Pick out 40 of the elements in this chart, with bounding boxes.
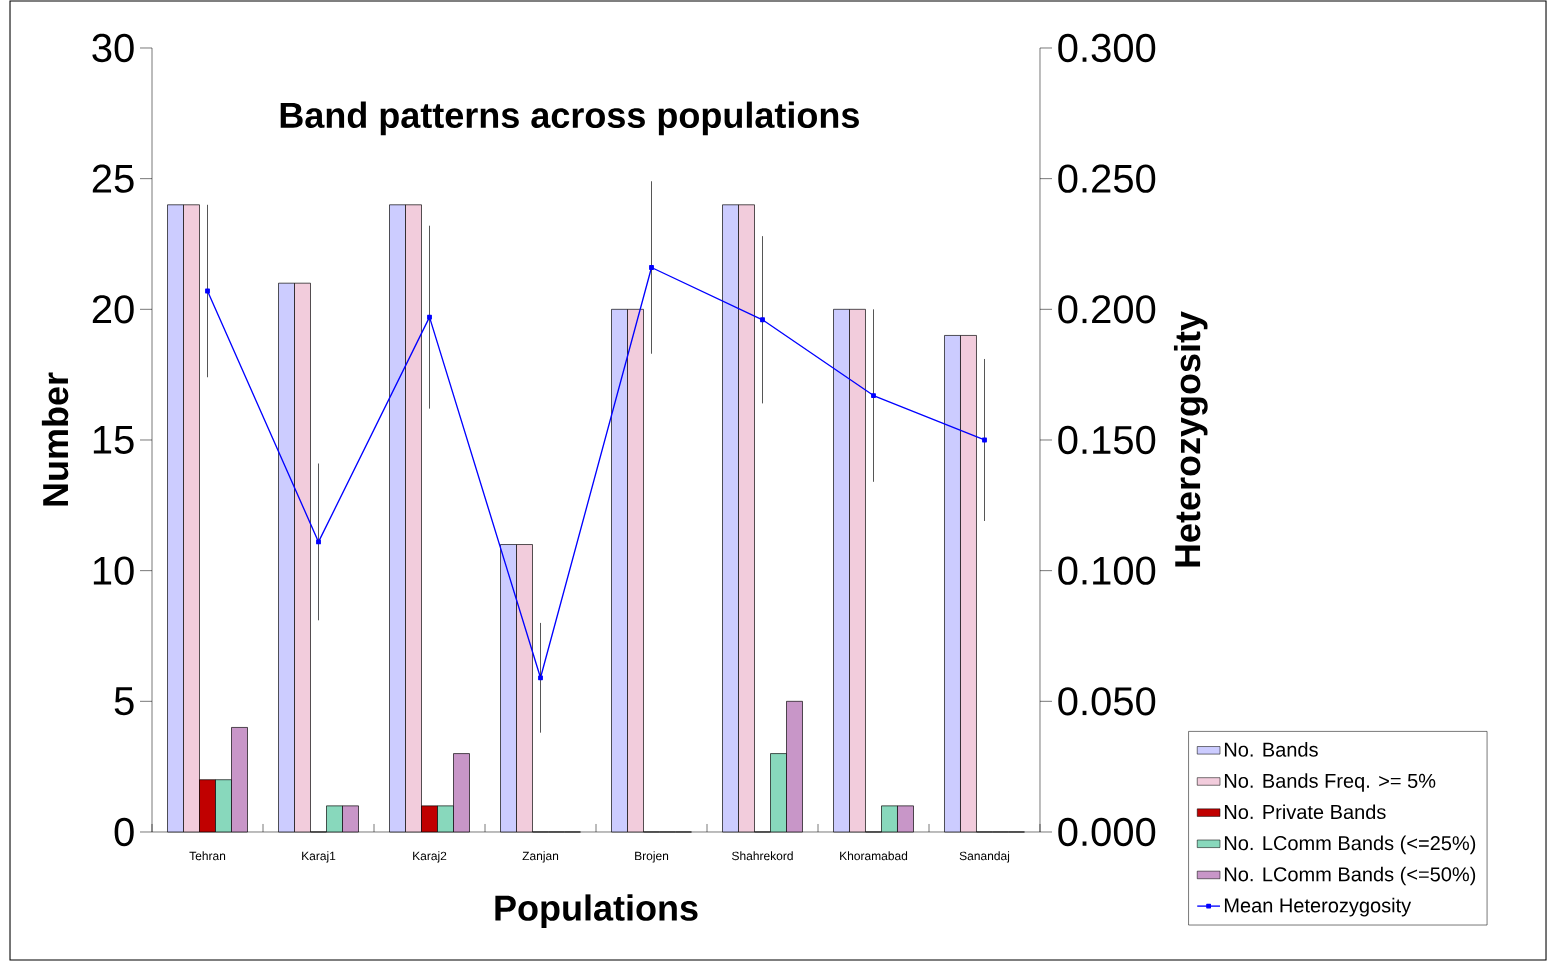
legend-label: No. LComm Bands (<=25%) xyxy=(1224,835,1476,855)
y2-tick-label: 0.000 xyxy=(1058,817,1156,847)
x-tick-label: Shahrekord xyxy=(732,851,793,861)
y-tick-label: 15 xyxy=(93,426,134,454)
y-tick-label: 10 xyxy=(93,556,134,585)
y-tick-label: 30 xyxy=(92,33,134,63)
x-tick-label: Karaj2 xyxy=(413,851,447,863)
y-tick-label: 5 xyxy=(114,687,134,716)
point xyxy=(316,539,321,545)
y2-tick-label: 0.100 xyxy=(1058,556,1156,585)
y-axis-title: Number xyxy=(41,372,69,506)
y2-tick-label: 0.150 xyxy=(1058,425,1156,455)
y-tick-label: 20 xyxy=(92,295,134,324)
point xyxy=(427,314,432,320)
y2-tick-label: 0.300 xyxy=(1058,33,1156,63)
point xyxy=(649,265,654,270)
x-tick-label: Brojen xyxy=(635,851,669,863)
legend-label: Mean Heterozygosity xyxy=(1224,897,1412,917)
x-axis-title: Populations xyxy=(495,894,698,928)
y-tick-label: 0 xyxy=(114,817,134,847)
x-tick-label: Tehran xyxy=(189,851,226,861)
y2-tick-label: 0.050 xyxy=(1058,687,1156,716)
legend-label: No. Bands xyxy=(1224,742,1318,757)
x-tick-label: Zanjan xyxy=(522,851,559,863)
x-tick-label: Sanandaj xyxy=(959,851,1010,863)
y-tick-label: 25 xyxy=(92,164,134,193)
legend-label: No. LComm Bands (<=50%) xyxy=(1224,866,1476,886)
point xyxy=(205,288,210,294)
y2-axis-title: Heterozygosity xyxy=(1173,311,1208,567)
point xyxy=(538,675,543,681)
text: Band patterns across populations xyxy=(280,101,859,136)
x-tick-label: Khoramabad xyxy=(840,851,908,861)
x-tick-label: Karaj1 xyxy=(302,851,336,863)
legend-label: No. Bands Freq. >= 5% xyxy=(1224,773,1436,792)
point xyxy=(760,317,765,323)
legend-label: No. Private Bands xyxy=(1224,804,1386,820)
y2-tick-label: 0.250 xyxy=(1058,164,1156,193)
point xyxy=(871,393,876,398)
point xyxy=(982,437,987,443)
y2-tick-label: 0.200 xyxy=(1058,295,1156,324)
